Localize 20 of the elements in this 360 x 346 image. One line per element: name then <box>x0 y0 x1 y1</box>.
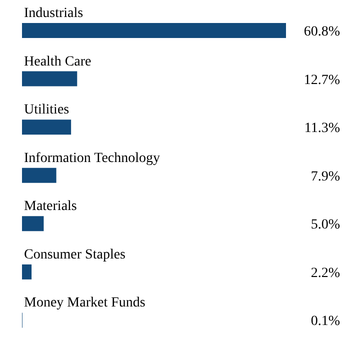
bar <box>22 264 32 280</box>
y-tick-label: Information Technology <box>24 150 160 166</box>
y-tick-label: Money Market Funds <box>24 296 146 311</box>
bar <box>22 23 286 38</box>
data-label: 2.2% <box>310 266 340 281</box>
data-label: 5.0% <box>310 218 340 233</box>
bar <box>22 168 56 183</box>
data-label: 7.9% <box>310 169 340 184</box>
bar <box>22 71 78 86</box>
data-label: 60.8% <box>304 24 340 40</box>
bar <box>22 120 72 135</box>
data-label: 11.3% <box>304 121 340 136</box>
data-label: 0.1% <box>310 314 340 330</box>
y-tick-label: Health Care <box>24 54 92 70</box>
y-tick-label: Consumer Staples <box>24 247 126 262</box>
data-label: 12.7% <box>304 72 340 88</box>
y-tick-label: Materials <box>24 199 77 214</box>
bar <box>22 216 44 232</box>
y-tick-label: Industrials <box>24 6 84 21</box>
y-tick-label: Utilities <box>24 102 70 118</box>
